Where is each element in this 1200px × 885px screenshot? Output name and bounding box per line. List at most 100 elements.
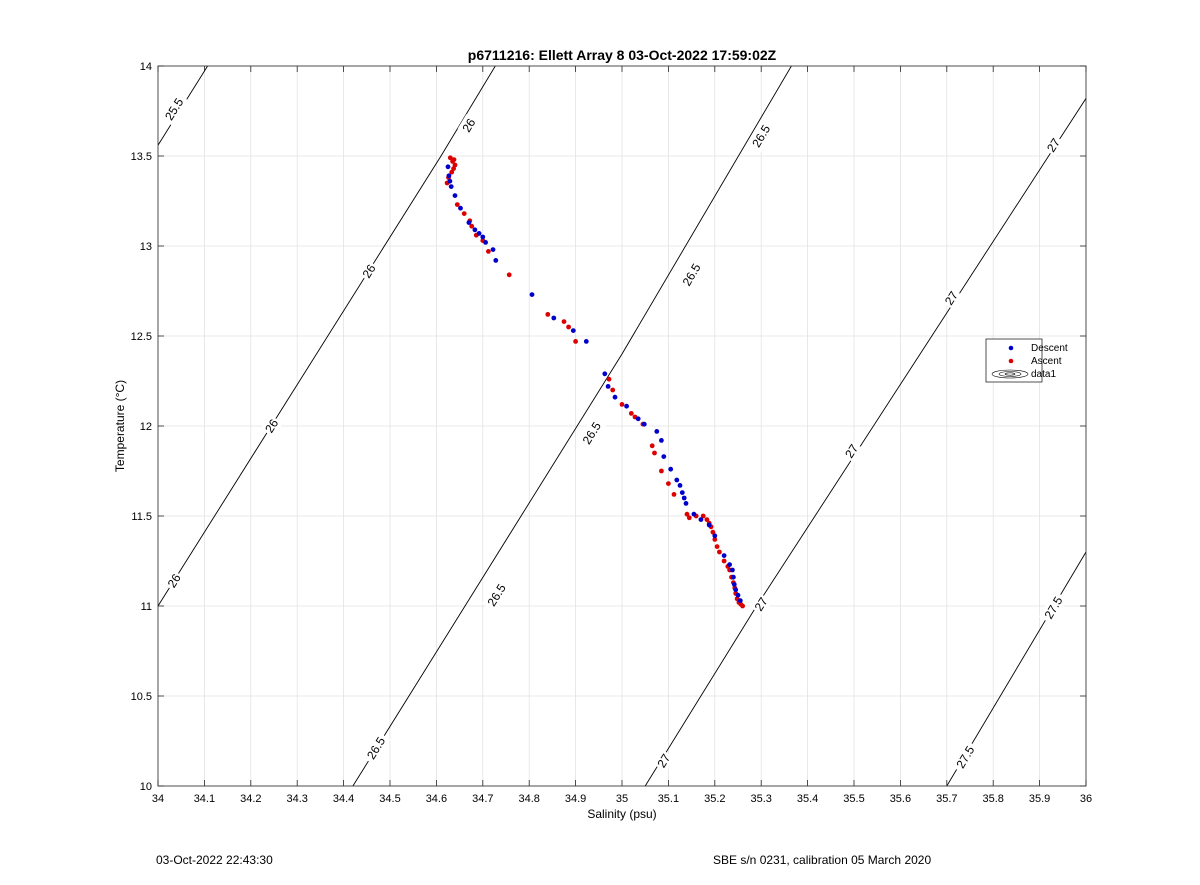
contour-label-group: 26.5 [577,416,607,451]
contour-label: 27 [842,442,861,461]
descent-point [691,511,697,517]
ascent-point [566,324,571,330]
contour-label-bg [677,257,707,292]
contour-label-bg [1042,133,1065,157]
chart-title: p6711216: Ellett Array 8 03-Oct-2022 17:… [468,47,777,63]
contour-label-bg [1038,590,1069,625]
descent-point [698,517,704,522]
ascent-point [684,511,690,517]
ascent-point [452,162,458,168]
descent-point [602,371,608,377]
x-tick-label: 34.3 [286,793,307,805]
ascent-point [686,515,692,521]
ascent-point [561,319,567,324]
descent-point [458,205,463,211]
x-tick-label: 34.2 [240,793,261,805]
ascent-point [649,443,655,449]
x-axis-label: Salinity (psu) [587,807,656,821]
legend-marker-data1 [991,369,1029,379]
x-tick-label: 34.5 [379,793,400,805]
descent-point [493,258,499,263]
y-axis-ticks: 10 10.5 11 11.5 12 12.5 13 13.5 14 [131,61,1086,793]
descent-point [570,328,576,333]
contour-label-group: 26.5 [361,731,391,766]
descent-point [683,501,689,506]
descent-point [712,533,718,539]
y-tick-label: 14 [140,61,152,73]
descent-point [737,598,743,603]
footer-timestamp: 03-Oct-2022 22:43:30 [156,853,273,867]
contour-label-bg [457,113,481,137]
x-tick-label: 35.1 [658,793,679,805]
ascent-point [606,376,612,382]
y-tick-label: 12.5 [131,331,152,343]
y-axis-label: Temperature (°C) [113,380,127,472]
x-tick-label: 35.6 [890,793,911,805]
ascent-point [671,492,677,497]
contour-label: 27 [942,289,961,308]
x-tick-label: 34.1 [194,793,215,805]
descent-point [731,574,736,580]
contour-label: 26 [459,116,478,135]
y-tick-label: 12 [140,421,152,433]
x-tick-label: 34.8 [518,793,539,805]
ascent-point [486,249,491,254]
contour-label: 27 [752,595,771,614]
descent-point [733,587,739,593]
ascent-point [700,513,706,519]
descent-point [583,339,589,344]
descent-point [452,193,458,199]
contour-line-26-5 [352,66,792,786]
descent-point [445,164,451,170]
ascent-point [449,169,455,175]
contour-label-bg [746,119,776,154]
ascent-point [717,549,722,555]
x-tick-label: 35.4 [797,793,818,805]
contour-label-bg [840,439,864,463]
descent-point [668,466,674,472]
x-tick-label: 35 [616,793,628,805]
x-tick-label: 35.7 [936,793,957,805]
descent-point [679,490,685,495]
ascent-point [721,558,727,564]
descent-point [677,483,683,488]
contour-label-group: 26 [162,569,186,593]
descent-point [446,173,452,179]
contour-label-group: 27.5 [950,740,980,775]
contour-label-bg [652,749,676,773]
ascent-point [619,402,625,407]
contour-label-bg [162,569,186,593]
legend-marker-descent [1008,345,1014,351]
contour-label-bg [361,731,391,766]
contour-label: 26 [360,262,379,281]
descent-point [480,234,486,240]
descent-point [483,240,488,245]
descent-point [624,403,629,409]
x-tick-label: 34.9 [565,793,586,805]
descent-point [659,438,664,443]
descent-point [466,220,472,226]
x-tick-label: 34 [152,793,164,805]
data-points [444,155,745,609]
ascent-point [610,387,616,393]
descent-point [641,421,647,427]
ascent-point [447,155,453,161]
contour-label-bg [749,592,773,616]
ascent-point [506,272,512,278]
ascent-point [628,411,634,416]
x-tick-label: 35.3 [750,793,771,805]
contour-line-26 [158,66,496,607]
descent-point [529,292,535,297]
contour-label-group: 26 [457,113,481,137]
descent-point [661,454,667,459]
descent-point [681,495,687,501]
descent-point [490,247,496,253]
descent-point [706,522,712,528]
descent-point [551,315,557,321]
contour-label-group: 27 [940,286,963,310]
contour-label-group: 26.5 [481,578,512,613]
x-tick-label: 35.8 [982,793,1003,805]
x-tick-label: 36 [1080,793,1092,805]
ascent-point [461,211,467,217]
